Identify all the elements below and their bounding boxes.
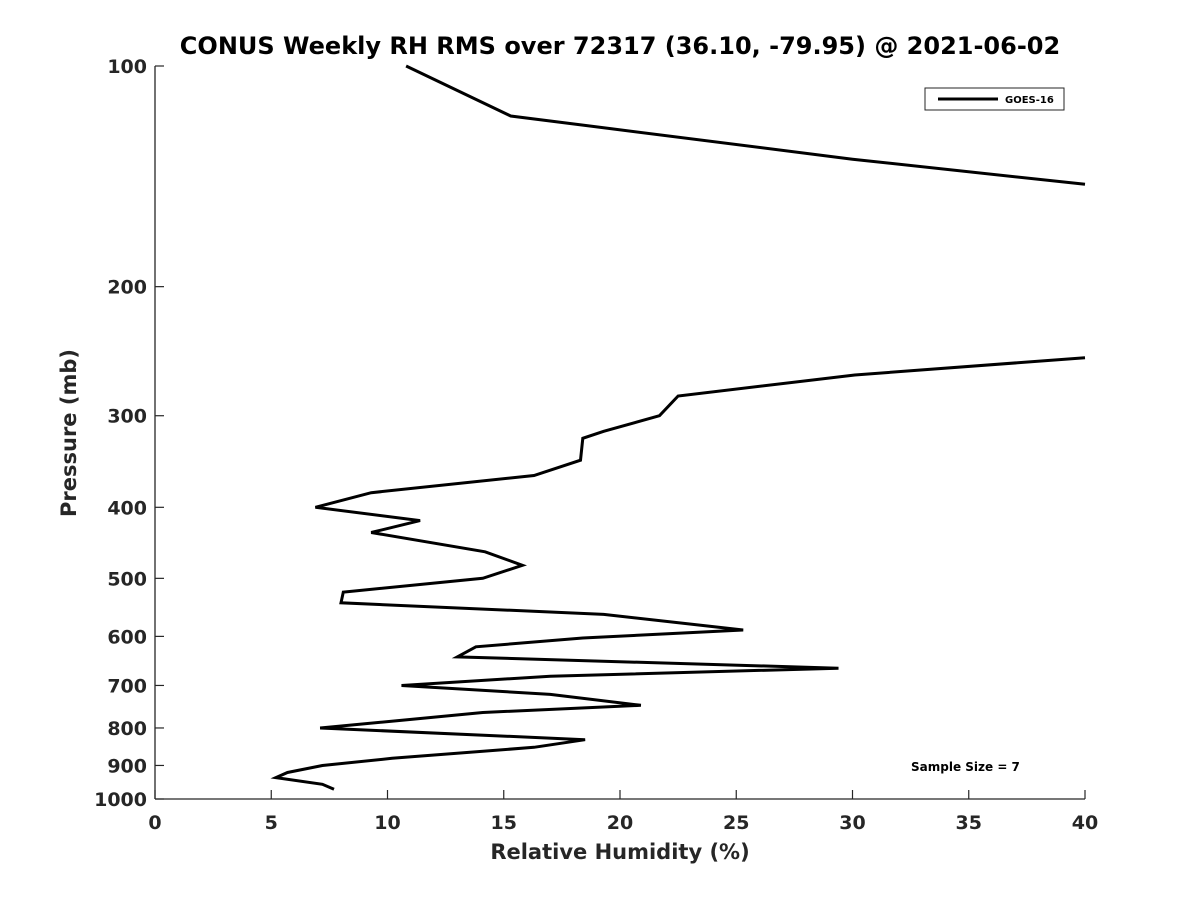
y-tick-label: 300 xyxy=(107,406,147,428)
y-tick-label: 600 xyxy=(107,626,147,648)
x-tick-label: 20 xyxy=(607,812,633,834)
x-tick-label: 0 xyxy=(148,812,161,834)
y-tick-label: 100 xyxy=(107,56,147,78)
y-ticks: 100 200 300 400 500 600 700 800 900 1000 xyxy=(94,56,164,811)
y-tick-label: 700 xyxy=(107,675,147,697)
y-axis-label: Pressure (mb) xyxy=(57,349,81,517)
y-tick-label: 900 xyxy=(107,755,147,777)
axes xyxy=(154,66,1085,800)
chart-title: CONUS Weekly RH RMS over 72317 (36.10, -… xyxy=(180,32,1060,60)
x-tick-label: 35 xyxy=(956,812,982,834)
series-line-goes16-segment-1 xyxy=(405,64,1086,186)
x-axis-label: Relative Humidity (%) xyxy=(490,840,749,864)
y-tick-label: 400 xyxy=(107,497,147,519)
x-tick-label: 30 xyxy=(839,812,865,834)
x-tick-label: 5 xyxy=(265,812,278,834)
series-line-goes16-segment-2 xyxy=(270,356,1086,791)
x-ticks: 0 5 10 15 20 25 30 35 40 xyxy=(148,790,1098,834)
y-tick-label: 200 xyxy=(107,277,147,299)
legend-label-goes16: GOES-16 xyxy=(1005,95,1054,106)
sample-size-annotation: Sample Size = 7 xyxy=(911,760,1020,774)
x-tick-label: 15 xyxy=(491,812,517,834)
y-tick-label: 500 xyxy=(107,568,147,590)
series-lines xyxy=(270,64,1086,791)
x-tick-label: 40 xyxy=(1072,812,1098,834)
y-tick-label: 800 xyxy=(107,718,147,740)
x-tick-label: 10 xyxy=(374,812,400,834)
legend: GOES-16 xyxy=(924,87,1065,111)
x-tick-label: 25 xyxy=(723,812,749,834)
y-tick-label: 1000 xyxy=(94,789,147,811)
